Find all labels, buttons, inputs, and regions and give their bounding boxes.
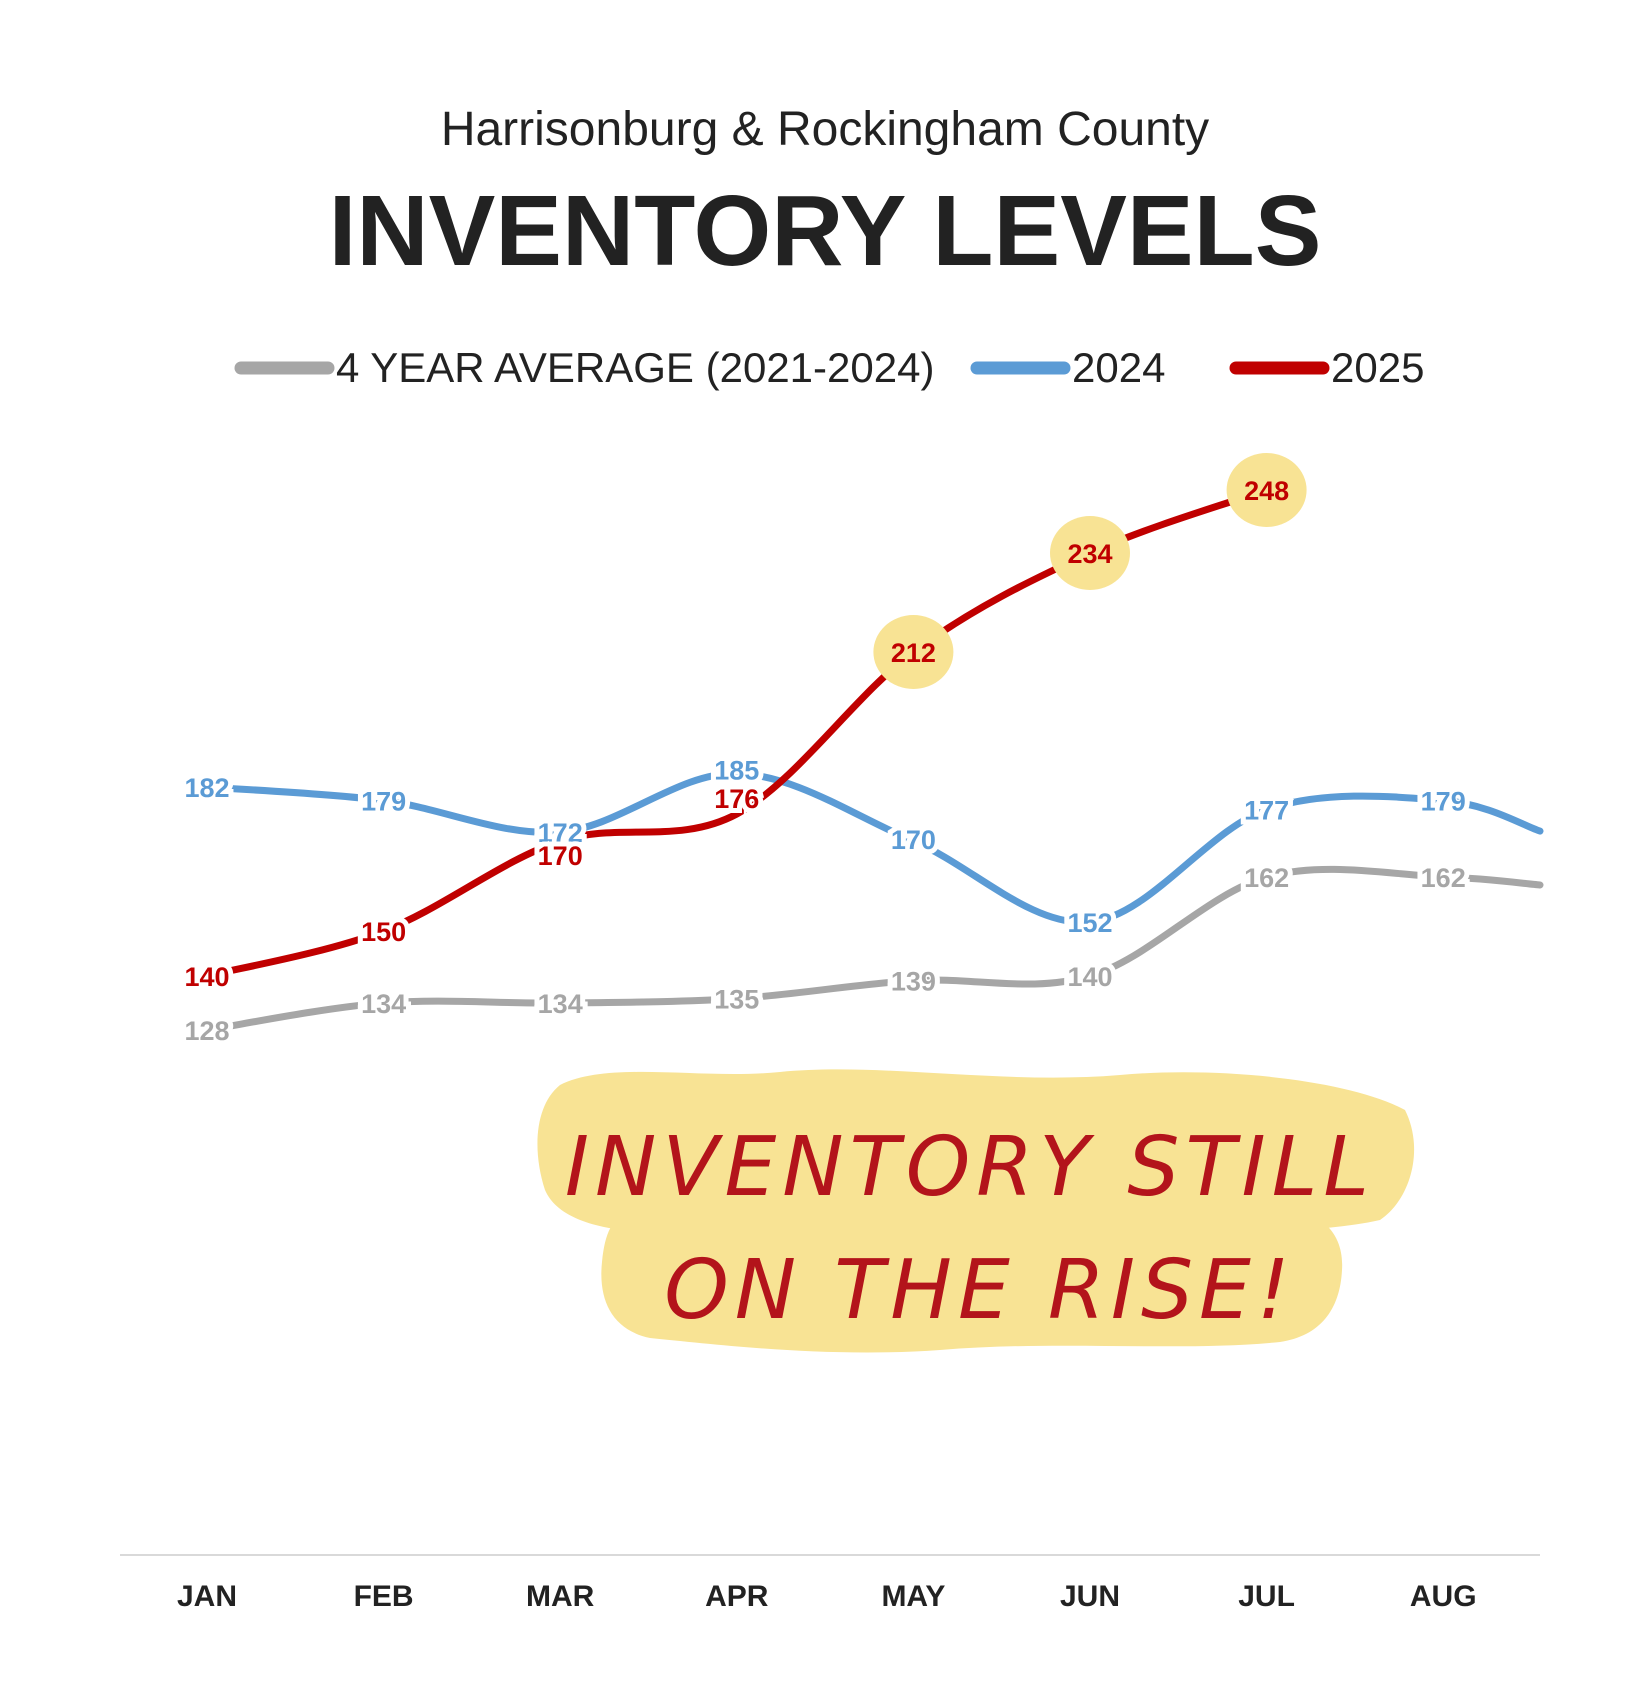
x-tick-label: APR xyxy=(705,1580,769,1613)
x-tick-label: JAN xyxy=(177,1580,237,1613)
x-tick-label: JUN xyxy=(1060,1580,1120,1613)
x-tick-label: JUL xyxy=(1238,1580,1295,1613)
data-label-2024: 185 xyxy=(714,756,759,786)
x-tick-label: MAY xyxy=(881,1580,945,1613)
data-label-average: 134 xyxy=(538,989,583,1019)
data-label-2025: 150 xyxy=(361,917,406,947)
x-tick-label: FEB xyxy=(354,1580,414,1613)
annotation-highlight-2 xyxy=(601,1202,1343,1353)
plot-area: 128 134 134 135 139 140 162 162 182 179 172 185 170 1… xyxy=(179,453,1544,1051)
data-label-average: 135 xyxy=(714,985,759,1015)
legend-label-2024: 2024 xyxy=(1072,344,1165,391)
legend-label-average: 4 YEAR AVERAGE (2021-2024) xyxy=(336,344,934,391)
chart-title: INVENTORY LEVELS xyxy=(329,175,1322,287)
annotation-line-1: INVENTORY STILL xyxy=(565,1120,1375,1215)
data-label-2025: 140 xyxy=(184,962,229,992)
data-label-2024: 170 xyxy=(891,825,936,855)
data-label-average: 162 xyxy=(1421,863,1466,893)
data-label-2024: 177 xyxy=(1244,796,1289,826)
series-line-2024 xyxy=(203,769,1544,926)
data-label-2025: 234 xyxy=(1067,539,1112,569)
data-label-2024: 179 xyxy=(1421,787,1466,817)
point-highlight xyxy=(873,615,954,689)
data-label-2024: 152 xyxy=(1067,908,1112,938)
x-tick-label: MAR xyxy=(526,1580,595,1613)
legend: 4 YEAR AVERAGE (2021-2024) 2024 2025 xyxy=(234,344,1424,391)
data-label-2024: 179 xyxy=(361,787,406,817)
data-label-average: 134 xyxy=(361,989,406,1019)
data-label-2025: 176 xyxy=(714,784,759,814)
data-label-2025: 248 xyxy=(1244,476,1289,506)
point-highlight xyxy=(1226,453,1307,527)
annotation-highlight-1 xyxy=(537,1069,1415,1237)
data-label-2025: 170 xyxy=(538,841,583,871)
series-line-average xyxy=(203,865,1544,1034)
data-label-average: 140 xyxy=(1067,962,1112,992)
annotation: INVENTORY STILL ON THE RISE! xyxy=(537,1069,1415,1353)
data-label-2025: 212 xyxy=(891,638,936,668)
data-label-2024: 172 xyxy=(538,818,583,848)
data-label-average: 162 xyxy=(1244,863,1289,893)
chart-subtitle: Harrisonburg & Rockingham County xyxy=(441,103,1209,156)
x-tick-label: AUG xyxy=(1410,1580,1477,1613)
x-axis-labels: JAN FEB MAR APR MAY JUN JUL AUG xyxy=(177,1580,1477,1613)
data-label-average: 128 xyxy=(184,1016,229,1046)
point-highlight xyxy=(1050,516,1130,590)
annotation-line-2: ON THE RISE! xyxy=(664,1243,1295,1338)
data-label-average: 139 xyxy=(891,967,936,997)
data-label-2024: 182 xyxy=(184,773,229,803)
legend-label-2025: 2025 xyxy=(1331,344,1424,391)
